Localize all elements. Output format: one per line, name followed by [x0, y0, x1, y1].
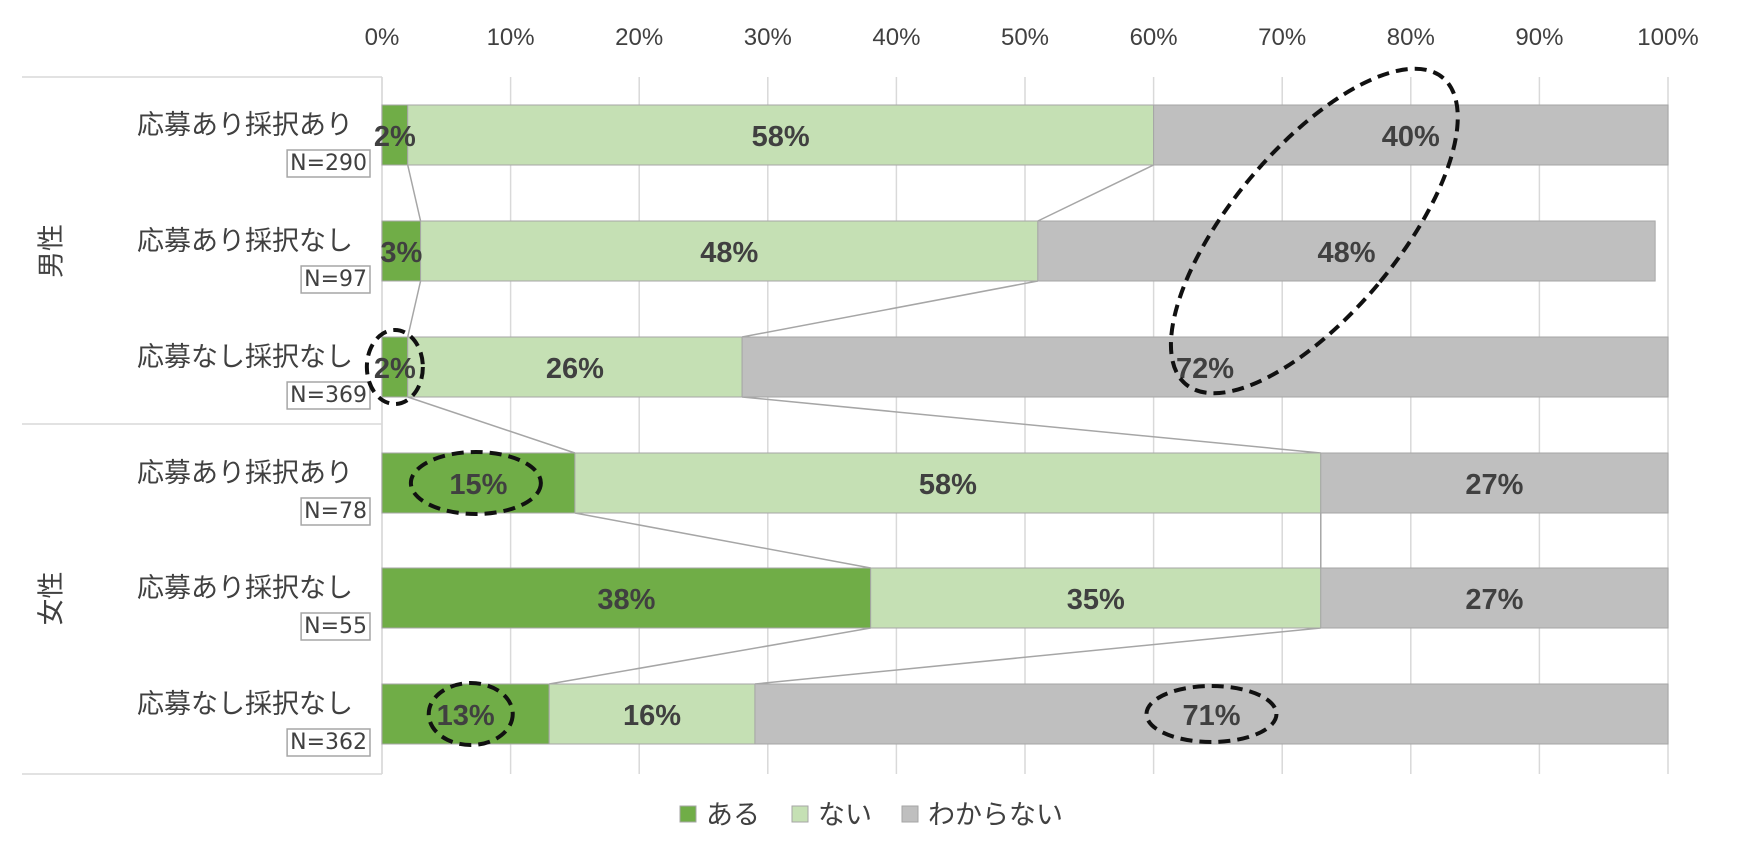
data-label: 27%: [1465, 469, 1523, 501]
data-label: 35%: [1067, 584, 1125, 616]
sample-size-box: [300, 497, 371, 526]
data-label: 72%: [1176, 353, 1234, 385]
series-line: [549, 627, 871, 685]
data-label: 26%: [546, 353, 604, 385]
category-label: 応募なし採択なし: [137, 342, 353, 373]
series-line: [406, 164, 422, 222]
series-line: [407, 396, 576, 454]
sample-size-label: N=290: [290, 151, 367, 176]
data-label: 58%: [752, 121, 810, 153]
bar-segment: [407, 104, 1155, 166]
x-tick-label: 50%: [1001, 24, 1049, 51]
data-label: 48%: [1317, 237, 1375, 269]
bar-segment: [574, 452, 1322, 514]
x-tick-label: 60%: [1130, 24, 1178, 51]
sample-size-box: [300, 265, 371, 294]
category-label: 応募あり採択なし: [137, 573, 353, 604]
x-tick-label: 10%: [487, 24, 535, 51]
highlight-ellipse: [1144, 684, 1279, 744]
legend-label: ある: [706, 800, 760, 831]
series-line: [741, 280, 1038, 338]
x-tick-label: 30%: [744, 24, 792, 51]
category-axis: [22, 76, 383, 775]
series-line: [574, 512, 871, 569]
data-label: 71%: [1182, 700, 1240, 732]
legend-swatch: [901, 805, 919, 823]
bar-segment: [870, 567, 1322, 629]
legend-label: わからない: [928, 800, 1063, 831]
data-label: 15%: [449, 469, 507, 501]
x-axis-ticks: 0% 10% 20% 30% 40% 50% 60% 70% 80% 90% 100%: [365, 24, 1699, 51]
highlight-ellipse: [408, 450, 543, 516]
bar-segment: [420, 220, 1039, 282]
data-label: 40%: [1382, 121, 1440, 153]
x-tick-label: 0%: [365, 24, 400, 51]
x-tick-label: 100%: [1637, 24, 1698, 51]
data-label: 16%: [623, 700, 681, 732]
series-line: [754, 627, 1321, 685]
annotations: [364, 66, 1460, 747]
bar-segment: [1037, 220, 1656, 282]
bar-segment: [1320, 567, 1669, 629]
group-label: 男性: [37, 224, 68, 278]
x-tick-label: 80%: [1387, 24, 1435, 51]
legend-swatch: [791, 805, 809, 823]
data-label: 48%: [700, 237, 758, 269]
category-label: 応募なし採択なし: [137, 689, 353, 720]
sample-size-label: N=362: [290, 730, 367, 755]
sample-size-label: N=55: [304, 614, 367, 639]
legend-label: ない: [818, 800, 872, 831]
sample-size-label: N=97: [304, 267, 367, 292]
sample-size-box: [286, 381, 371, 410]
category-label: 応募あり採択あり: [137, 458, 353, 489]
bar-segment: [741, 336, 1669, 398]
series-line: [742, 396, 1321, 454]
bars: [381, 104, 1669, 745]
group-label: 女性: [37, 572, 68, 626]
x-tick-label: 70%: [1258, 24, 1306, 51]
gridlines: [381, 77, 1669, 774]
bar-segment: [754, 683, 1669, 745]
sample-size-label: N=78: [304, 499, 367, 524]
data-label: 13%: [437, 700, 495, 732]
x-tick-label: 20%: [615, 24, 663, 51]
sample-size-box: [300, 612, 371, 641]
highlight-ellipse: [364, 328, 425, 406]
data-label: 3%: [380, 237, 422, 269]
bar-segment: [1153, 104, 1669, 166]
highlight-ellipse: [1168, 66, 1460, 396]
series-line: [1037, 164, 1154, 222]
sample-size-box: [286, 149, 371, 178]
series-lines: [406, 164, 1322, 685]
x-tick-label: 40%: [872, 24, 920, 51]
x-tick-label: 90%: [1515, 24, 1563, 51]
data-label: 38%: [597, 584, 655, 616]
data-label: 58%: [919, 469, 977, 501]
data-label: 2%: [374, 121, 416, 153]
data-label: 2%: [374, 353, 416, 385]
sample-size-label: N=369: [290, 383, 367, 408]
bar-segment: [381, 683, 550, 745]
data-label: 27%: [1465, 584, 1523, 616]
highlight-ellipse: [426, 681, 515, 747]
category-labels: 応募あり採択あり N=290 応募あり採択なし N=97 応募なし採択なし N=369 応募…: [37, 110, 371, 757]
sample-size-box: [286, 728, 371, 757]
legend: ある ない わからない: [679, 800, 1063, 831]
bar-segment: [381, 567, 872, 629]
category-label: 応募あり採択なし: [137, 226, 353, 257]
bar-segment: [381, 104, 409, 166]
series-line: [406, 280, 422, 338]
bar-segment: [1320, 452, 1669, 514]
bar-segment: [381, 220, 422, 282]
category-label: 応募あり採択あり: [137, 110, 353, 141]
legend-swatch: [679, 805, 697, 823]
data-labels: 2% 58% 40% 3% 48% 48% 2% 26% 72% 15% 58% 27% 38% 35% 2…: [374, 121, 1524, 732]
